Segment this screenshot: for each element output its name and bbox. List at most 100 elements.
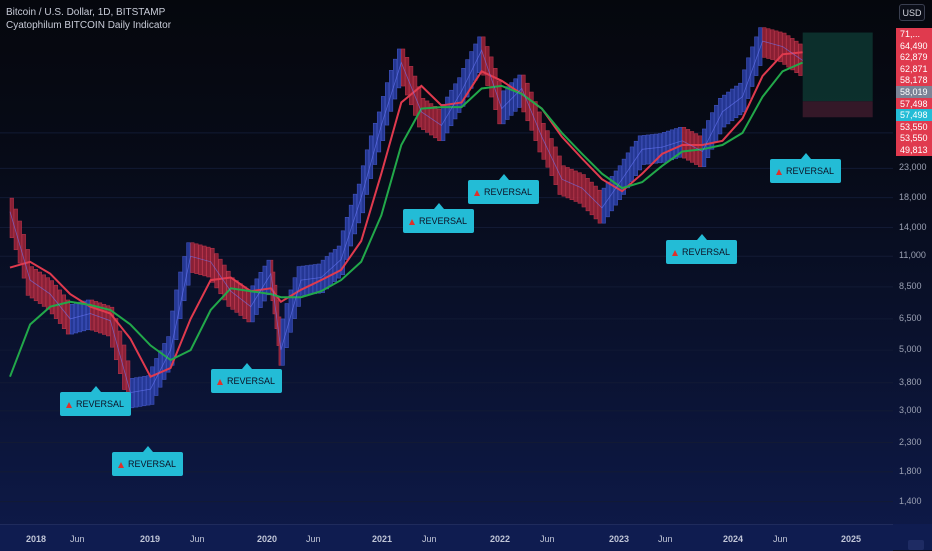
signal-label: REVERSAL (76, 399, 125, 409)
signal-label: REVERSAL (419, 216, 468, 226)
candle-bar (593, 185, 598, 220)
candle-bar (770, 29, 775, 60)
price-label: 58,019 (896, 86, 932, 98)
candle-bar (384, 82, 390, 126)
time-tick-label: Jun (306, 534, 321, 544)
time-tick-label: Jun (773, 534, 788, 544)
price-tick-label: 18,000 (899, 191, 927, 202)
price-chart-canvas[interactable] (0, 0, 893, 524)
reversal-signal[interactable]: REVERSAL (403, 203, 475, 233)
candle-bar (69, 303, 75, 335)
signal-label: REVERSAL (128, 459, 177, 469)
signal-pointer-icon (241, 363, 252, 369)
candle-bar (706, 120, 711, 158)
warning-icon (66, 402, 72, 408)
reversal-signal[interactable]: REVERSAL (468, 174, 540, 204)
reversal-signal[interactable]: REVERSAL (112, 446, 184, 476)
reversal-signal[interactable]: REVERSAL (770, 153, 842, 183)
warning-icon (409, 219, 415, 225)
candle-bar (754, 36, 759, 76)
candle-bar (746, 57, 751, 99)
time-tick-label: 2019 (140, 534, 161, 544)
candle-bar (210, 247, 215, 283)
time-axis[interactable]: 2018 Jun 2019 Jun 2020 Jun 2021 Jun 2022 Jun 2023 J… (0, 524, 893, 551)
candle-bar (465, 59, 470, 98)
time-tick-label: Jun (190, 534, 205, 544)
candle-bar (336, 245, 341, 279)
candle-bar (344, 216, 349, 260)
reversal-signal[interactable]: REVERSAL (211, 363, 283, 393)
candle-bar (170, 310, 175, 366)
candle-bar (142, 376, 147, 407)
signal-pointer-icon (800, 153, 811, 159)
candle-bar (186, 242, 191, 286)
signal-pointer-icon (142, 446, 153, 452)
signal-label: REVERSAL (682, 247, 731, 257)
warning-icon (474, 190, 480, 196)
price-label: 53,550 (896, 132, 932, 145)
candle-bar (21, 234, 26, 279)
candle-bar (348, 204, 353, 247)
candle-bar (710, 112, 715, 150)
candle-bar (162, 343, 167, 380)
stop-zone[interactable] (802, 101, 873, 118)
chart-legend: Bitcoin / U.S. Dollar, 1D, BITSTAMP Cyat… (6, 6, 171, 32)
candle-bar (589, 181, 594, 216)
candle-bar (372, 122, 378, 165)
candle-bar (738, 82, 743, 116)
price-tick-label: 3,000 (899, 404, 922, 415)
price-label: 58,178 (896, 74, 932, 87)
candle-bar (585, 177, 590, 212)
candle-bar (726, 91, 731, 125)
candle-bar (122, 344, 127, 390)
candle-bar (722, 94, 727, 128)
reversal-signal[interactable]: REVERSAL (60, 386, 132, 416)
candle-bar (17, 220, 22, 264)
time-tick-label: 2024 (723, 534, 744, 544)
signal-pointer-icon (696, 234, 707, 240)
symbol-title[interactable]: Bitcoin / U.S. Dollar, 1D, BITSTAMP (6, 7, 166, 18)
warning-icon (672, 250, 678, 256)
time-tick-label: Jun (70, 534, 85, 544)
reversal-signal[interactable]: REVERSAL (666, 234, 738, 264)
candle-bar (581, 174, 586, 208)
price-label: 57,498 (896, 97, 932, 110)
time-tick-label: Jun (540, 534, 555, 544)
time-tick-label: 2022 (490, 534, 511, 544)
candle-bar (389, 70, 394, 112)
settings-icon[interactable] (908, 540, 924, 550)
signal-pointer-icon (90, 386, 101, 392)
candle-bar (154, 358, 159, 396)
candle-bar (118, 330, 123, 374)
candle-bar (364, 149, 370, 195)
candle-bar (661, 132, 667, 163)
price-tick-label: 11,000 (899, 250, 926, 261)
candle-bar (561, 165, 566, 197)
time-tick-label: 2018 (26, 534, 47, 544)
signal-pointer-icon (498, 174, 509, 180)
price-tick-label: 6,500 (899, 312, 922, 323)
signal-pointer-icon (433, 203, 444, 209)
candle-bar (469, 51, 474, 89)
slow-ma-line (9, 51, 803, 378)
price-tick-label: 8,500 (899, 280, 922, 291)
signal-label: REVERSAL (786, 166, 835, 176)
candle-bar (360, 165, 366, 214)
time-tick-label: 2021 (372, 534, 393, 544)
indicator-title[interactable]: Cyatophilum BITCOIN Daily Indicator (6, 20, 172, 31)
time-tick-label: 2023 (609, 534, 630, 544)
candle-bar (734, 85, 739, 119)
currency-button[interactable]: USD (899, 4, 925, 21)
price-tick-label: 2,300 (899, 436, 922, 447)
candle-bar (376, 111, 382, 153)
candle-bar (308, 264, 313, 295)
candle-bar (641, 135, 646, 165)
price-label: 49,813 (896, 144, 932, 156)
candle-bar (774, 30, 779, 61)
candle-bar (393, 58, 398, 100)
price-label: 62,871 (896, 62, 932, 75)
target-zone[interactable] (802, 32, 873, 102)
candle-bar (81, 300, 87, 332)
candle-bar (304, 265, 309, 296)
